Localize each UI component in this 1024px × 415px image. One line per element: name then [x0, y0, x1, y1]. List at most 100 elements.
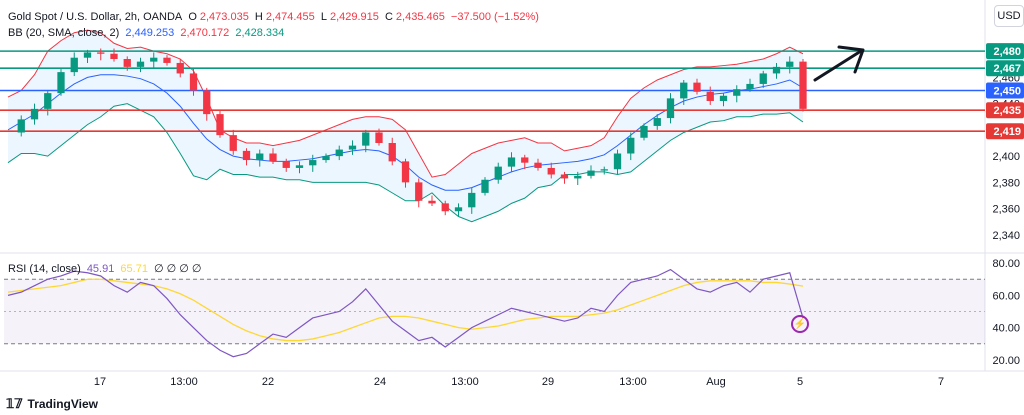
time-tick-label: 24: [374, 376, 386, 388]
candle-body: [401, 161, 410, 183]
candle-body: [70, 57, 78, 73]
hline-label: 2,419: [993, 126, 1021, 138]
high-label: H: [254, 11, 263, 23]
tradingview-brand: TradingView: [27, 397, 99, 411]
hline-label: 2,435: [993, 105, 1021, 117]
candle-body: [613, 153, 622, 170]
candle-body: [600, 169, 608, 171]
candle-body: [560, 174, 569, 179]
candle-body: [335, 149, 343, 157]
symbol-title: Gold Spot / U.S. Dollar, 2h, OANDA: [8, 11, 183, 23]
tradingview-logo[interactable]: 𝟙𝟟 TradingView: [6, 396, 98, 412]
candle-body: [242, 150, 251, 161]
high-value: 2,474.455: [265, 11, 315, 23]
time-tick-label: 29: [542, 376, 554, 388]
bb-basis-value: 2,449.253: [125, 27, 175, 39]
candle-body: [759, 73, 767, 84]
candle-body: [97, 52, 105, 54]
candle-body: [163, 57, 171, 63]
candle-body: [136, 61, 145, 67]
candle-body: [309, 160, 317, 166]
candle-body: [83, 52, 92, 58]
open-label: O: [188, 11, 197, 23]
candle-body: [746, 83, 754, 90]
rsi-label: RSI (14, close): [8, 263, 81, 275]
hline-label: 2,450: [993, 86, 1021, 98]
candle-body: [507, 157, 516, 167]
candle-body: [17, 119, 25, 133]
candle-body: [441, 203, 449, 212]
rsi-tick-label: 20.00: [992, 355, 1020, 367]
candle-body: [256, 153, 264, 161]
price-tick-label: 2,400: [992, 151, 1020, 163]
candle-body: [693, 82, 701, 92]
rsi-ma-line: [7, 278, 804, 342]
time-tick-label: 13:00: [619, 376, 647, 388]
candle-body: [362, 132, 370, 146]
hline-label-box: [986, 43, 1024, 60]
time-tick-label: 5: [797, 376, 803, 388]
candle-body: [640, 125, 648, 138]
candle-body: [375, 132, 383, 143]
close-label: C: [384, 11, 393, 23]
candle-body: [627, 137, 635, 154]
candle-body: [229, 135, 237, 151]
candle-body: [733, 89, 741, 96]
candle-body: [534, 162, 542, 168]
rsi-value: 45.91: [86, 263, 115, 275]
candle-body: [547, 167, 555, 175]
candle-body: [176, 62, 184, 74]
hline-label: 2,480: [993, 46, 1021, 58]
currency-button[interactable]: USD: [994, 5, 1024, 27]
candle-body: [57, 72, 65, 94]
candle-body: [203, 90, 211, 115]
rsi-ma-value: 65.71: [120, 263, 148, 275]
low-value: 2,429.915: [329, 11, 379, 23]
close-value: 2,435.465: [395, 11, 445, 23]
candle-body: [494, 166, 502, 180]
change-value: −37.500 (−1.52%): [450, 11, 539, 23]
time-tick-label: 13:00: [451, 376, 479, 388]
bollinger-fill: [8, 30, 803, 222]
hline-label-box: [986, 82, 1024, 99]
candle-body: [574, 175, 582, 179]
bb-label: BB (20, SMA, close, 2): [8, 27, 120, 39]
candle-body: [428, 200, 436, 204]
tradingview-logo-icon: 𝟙𝟟: [6, 396, 23, 411]
price-tick-label: 2,360: [992, 204, 1020, 216]
candle-body: [454, 207, 463, 212]
rsi-legend: RSI (14, close) 45.91 65.71 ∅ ∅ ∅ ∅: [8, 262, 205, 275]
price-tick-label: 2,380: [992, 177, 1020, 189]
time-tick-label: 17: [94, 376, 106, 388]
rsi-line: [7, 268, 804, 358]
candle-body: [666, 98, 675, 119]
candle-body: [189, 73, 198, 91]
bb-upper-line: [7, 29, 804, 178]
hline-label-box: [986, 123, 1024, 140]
lightning-icon[interactable]: ⚡: [791, 315, 809, 333]
candle-body: [388, 143, 396, 162]
candle-body: [653, 118, 661, 126]
candle-body: [521, 157, 529, 163]
candle-body: [44, 93, 52, 109]
hline-label-box: [986, 60, 1024, 77]
bb-legend: BB (20, SMA, close, 2) 2,449.253 2,470.1…: [8, 27, 287, 39]
rsi-extra-values: ∅ ∅ ∅ ∅: [154, 263, 202, 275]
candle-body: [772, 66, 781, 74]
trend-arrow-line: [813, 49, 863, 82]
candle-body: [123, 59, 131, 67]
candle-body: [150, 57, 158, 62]
hline-label-box: [986, 102, 1024, 119]
candle-body: [322, 156, 330, 161]
candle-body: [269, 153, 277, 162]
candle-body: [348, 145, 357, 150]
bb-lower-value: 2,428.334: [235, 27, 285, 39]
rsi-tick-label: 60.00: [992, 290, 1020, 302]
symbol-legend: Gold Spot / U.S. Dollar, 2h, OANDA O 2,47…: [8, 11, 542, 23]
time-tick-label: 7: [938, 376, 944, 388]
candle-body: [295, 165, 304, 168]
candle-body: [719, 95, 728, 101]
bb-upper-value: 2,470.172: [180, 27, 230, 39]
time-tick-label: Aug: [706, 376, 726, 388]
